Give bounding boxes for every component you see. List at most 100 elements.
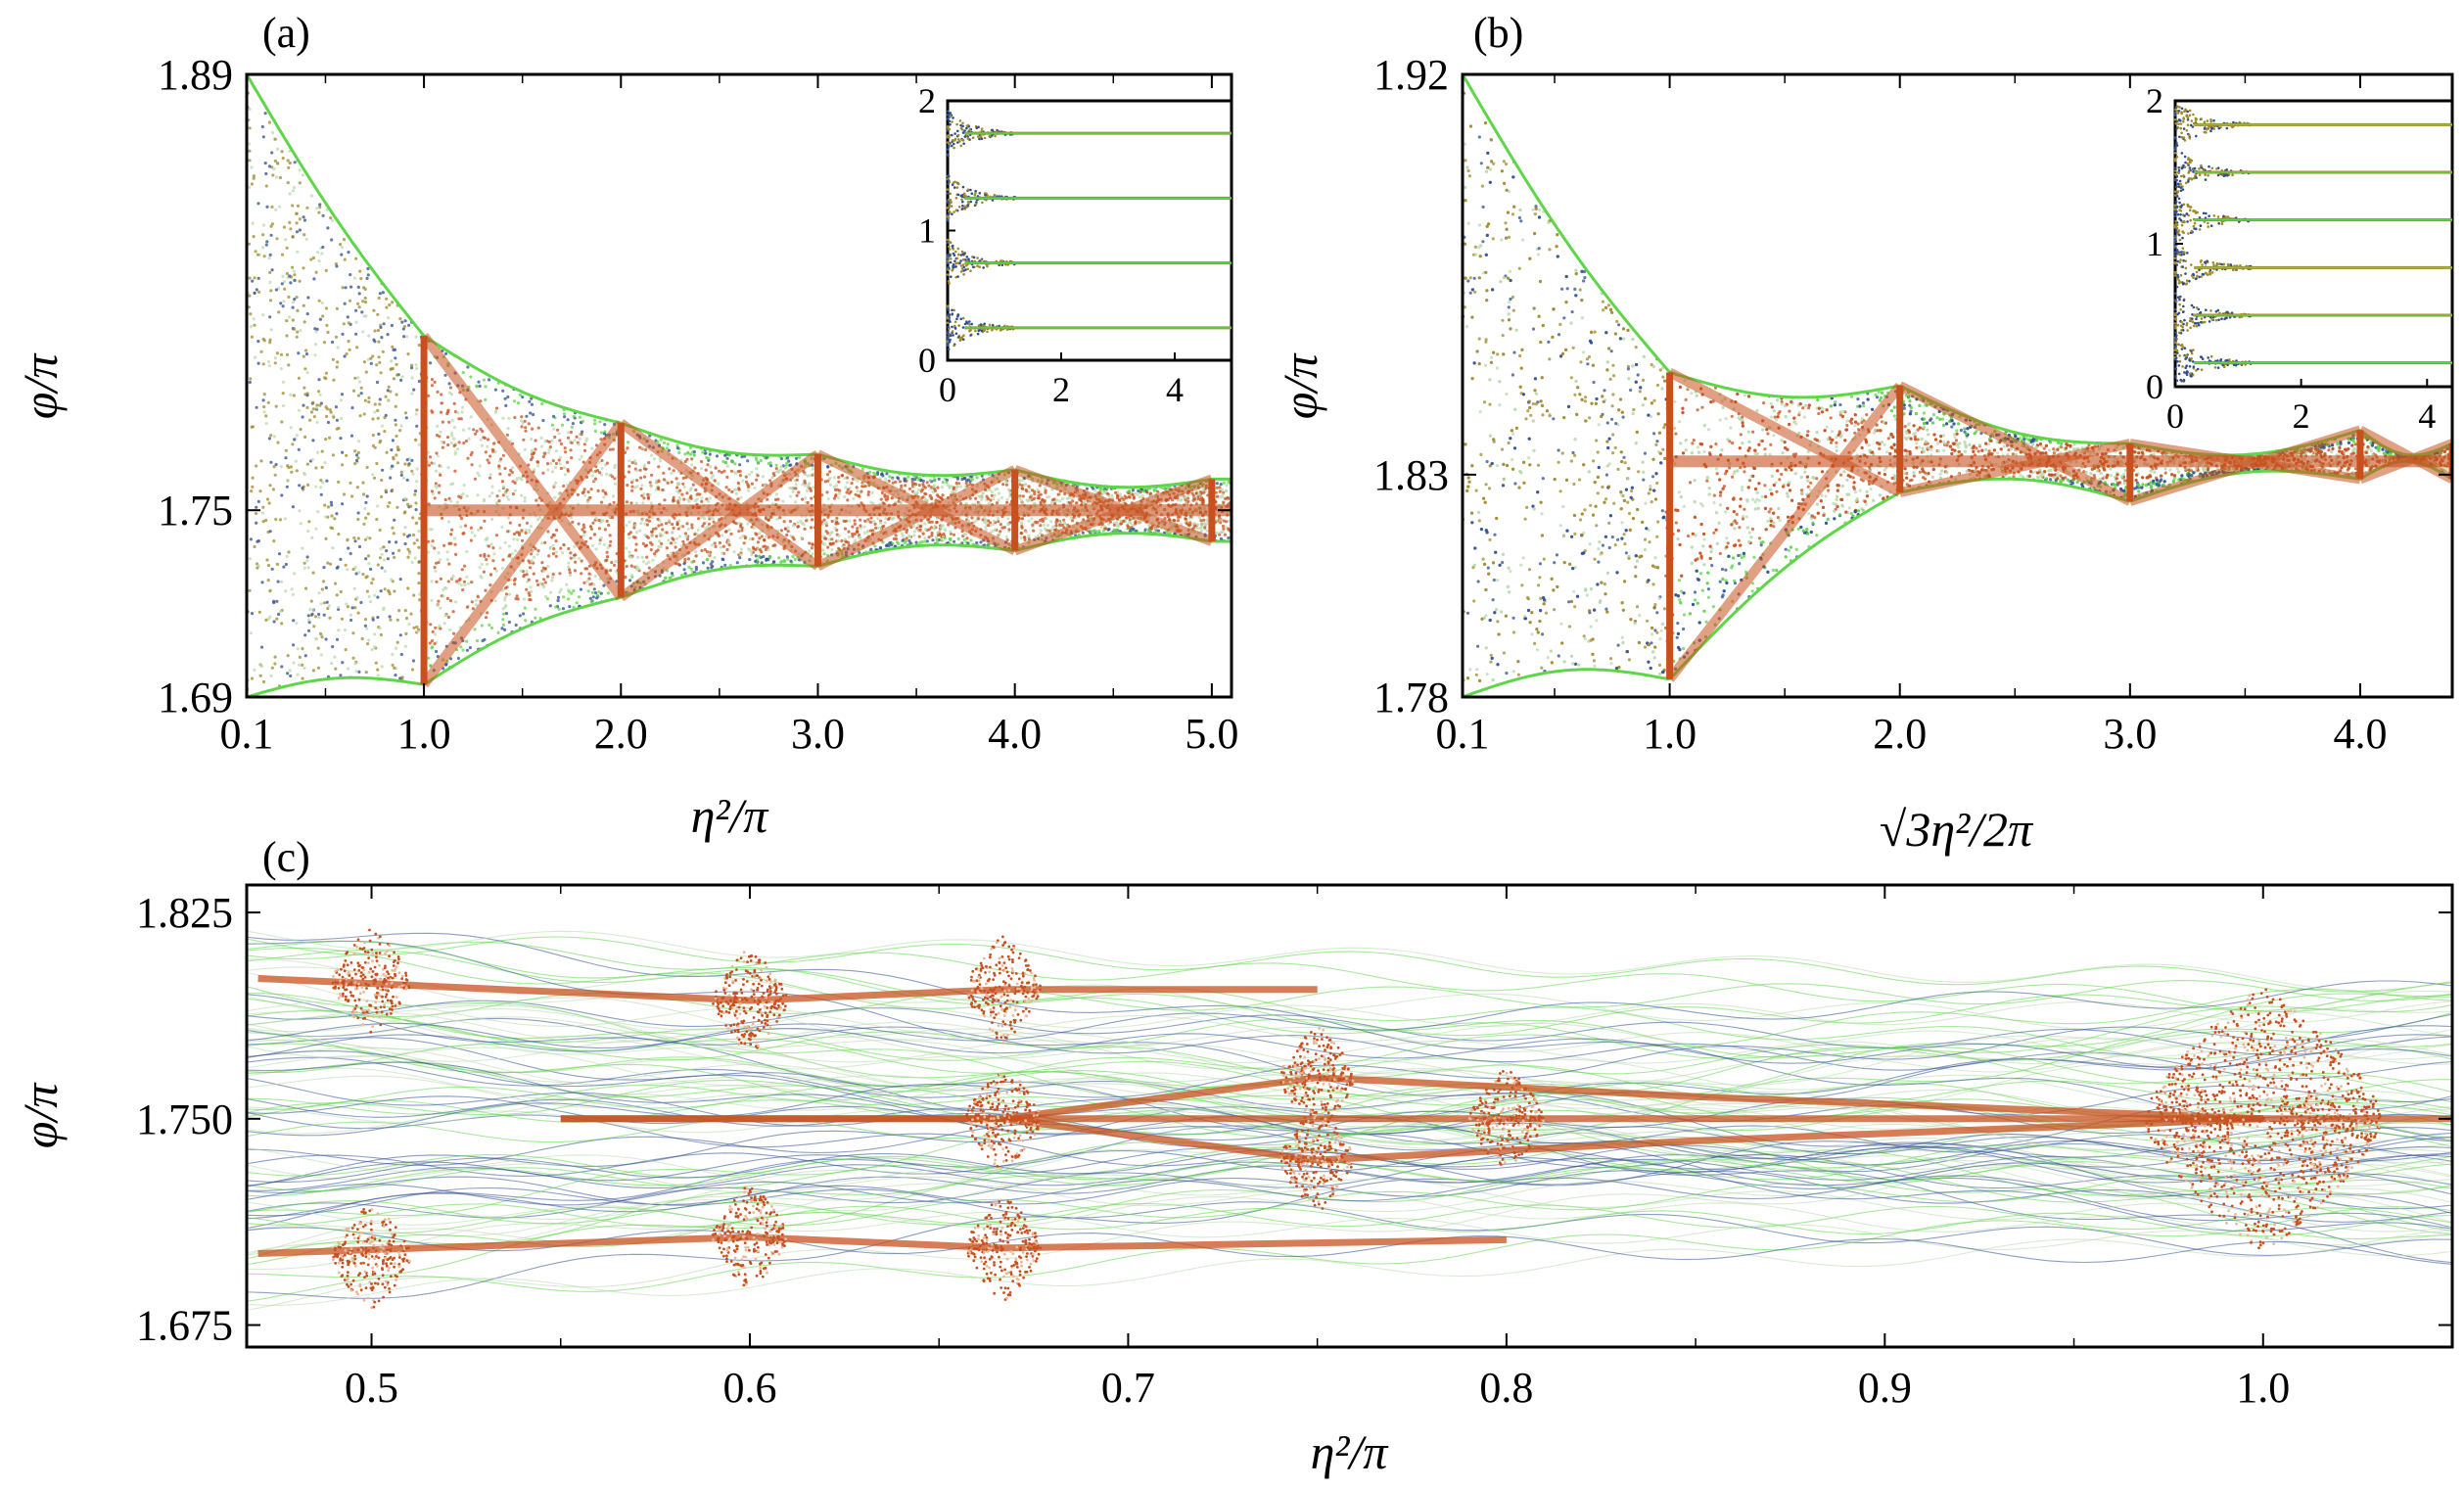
a-point — [707, 552, 711, 556]
a-point — [727, 488, 731, 491]
a-point — [858, 494, 861, 498]
a-point — [466, 582, 470, 585]
a-point — [605, 519, 609, 524]
a-point — [272, 167, 276, 171]
a-point — [386, 333, 390, 337]
a-point — [782, 520, 786, 524]
a-point — [1006, 517, 1010, 521]
a-point — [465, 549, 469, 554]
a-point — [936, 486, 940, 489]
a-point — [645, 518, 649, 522]
a-point — [806, 474, 810, 478]
a-point — [397, 609, 401, 613]
a-point — [930, 496, 934, 501]
a-point — [391, 663, 395, 668]
a-point — [941, 481, 945, 485]
a-point — [280, 282, 284, 286]
a-point — [500, 566, 504, 571]
a-point — [642, 475, 647, 479]
a-point — [608, 447, 613, 451]
a-point — [324, 438, 328, 442]
a-point — [880, 472, 884, 476]
a-point — [732, 550, 736, 554]
a-point — [581, 534, 585, 537]
a-point — [427, 550, 431, 554]
a-point — [853, 522, 857, 527]
a-point — [730, 489, 734, 493]
a-point — [808, 541, 812, 545]
a-point — [379, 371, 383, 375]
a-point — [1122, 519, 1126, 524]
a-point — [699, 515, 703, 520]
a-point — [269, 434, 273, 438]
a-point — [253, 668, 256, 673]
a-point — [855, 530, 859, 534]
a-point — [1134, 522, 1138, 526]
a-point — [1220, 495, 1225, 499]
a-point — [594, 591, 598, 595]
a-point — [289, 227, 293, 231]
a-point — [811, 467, 815, 471]
a-point — [417, 379, 421, 384]
a-point — [600, 458, 604, 463]
a-point — [264, 414, 268, 418]
a-point — [520, 493, 524, 497]
a-point — [376, 408, 380, 412]
a-point — [249, 377, 253, 381]
a-point — [591, 521, 595, 525]
a-point — [447, 520, 451, 524]
a-point — [997, 498, 1000, 502]
a-point — [665, 446, 669, 450]
a-point — [332, 378, 336, 382]
a-point — [292, 394, 296, 397]
a-point — [750, 482, 755, 486]
a-point — [391, 526, 395, 530]
a-point — [675, 446, 679, 450]
a-point — [569, 516, 574, 520]
a-point — [690, 457, 694, 461]
a-point — [347, 251, 350, 255]
a-point — [765, 535, 768, 538]
a-point — [261, 135, 265, 139]
a-point — [1036, 488, 1040, 491]
a-point — [360, 310, 364, 314]
a-point — [465, 648, 469, 652]
a-point — [445, 558, 449, 562]
a-point — [488, 623, 491, 628]
a-point — [262, 393, 266, 396]
a-point — [364, 671, 368, 675]
a-point — [966, 541, 970, 545]
a-point — [482, 378, 486, 382]
a-point — [448, 386, 452, 390]
a-point — [540, 541, 544, 545]
a-point — [295, 335, 299, 339]
a-point — [302, 561, 306, 565]
a-point — [1027, 485, 1031, 489]
a-point — [630, 489, 634, 492]
a-point — [853, 532, 857, 536]
a-point — [694, 568, 699, 572]
a-point — [879, 497, 883, 501]
a-point — [951, 490, 954, 494]
a-point — [265, 497, 270, 501]
a-point — [281, 157, 285, 161]
a-point — [328, 616, 332, 620]
a-point — [337, 605, 341, 610]
a-point — [301, 173, 304, 177]
a-point — [326, 561, 330, 565]
a-point — [357, 571, 361, 575]
a-point — [316, 646, 320, 650]
a-point — [696, 517, 701, 521]
a-point — [261, 223, 265, 227]
a-point — [1222, 481, 1226, 485]
a-point — [483, 519, 487, 523]
a-point — [503, 491, 507, 495]
a-point — [478, 384, 482, 388]
a-point — [1115, 496, 1120, 500]
a-point — [287, 550, 291, 554]
a-point — [430, 580, 434, 583]
a-point — [846, 488, 850, 491]
a-point — [955, 486, 959, 489]
a-point — [256, 539, 259, 543]
a-point — [248, 149, 252, 153]
